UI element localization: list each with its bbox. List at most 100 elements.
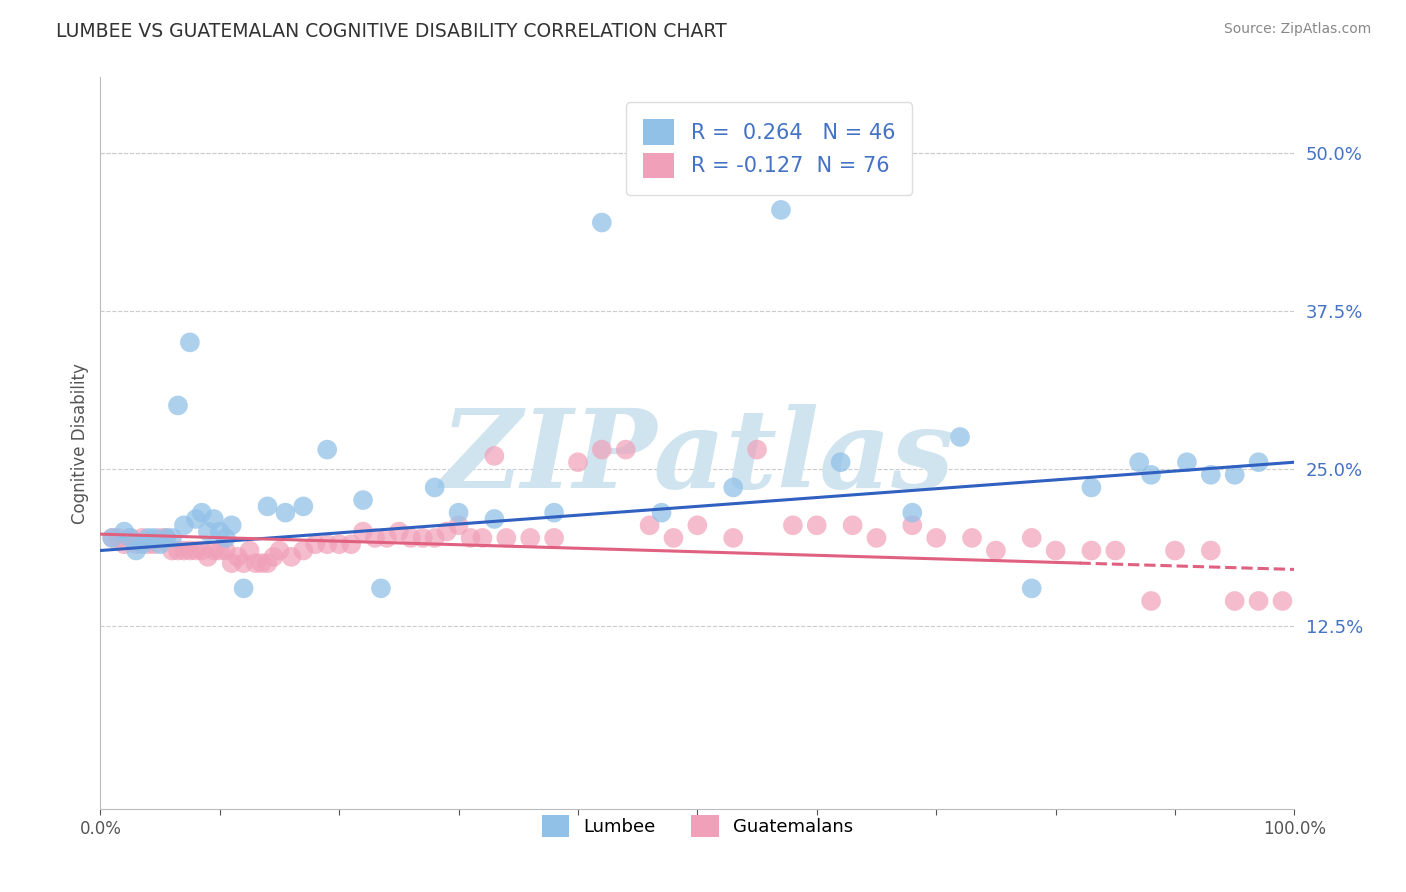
Point xyxy=(1140,467,1163,482)
Point xyxy=(173,518,195,533)
Point xyxy=(352,493,374,508)
Point xyxy=(1247,455,1270,469)
Point xyxy=(591,442,613,457)
Point xyxy=(274,506,297,520)
Point xyxy=(782,518,804,533)
Point xyxy=(662,531,685,545)
Point xyxy=(436,524,458,539)
Point xyxy=(184,512,207,526)
Point xyxy=(1223,594,1246,608)
Point xyxy=(769,202,792,217)
Point xyxy=(484,449,506,463)
Point xyxy=(543,506,565,520)
Point xyxy=(184,543,207,558)
Point xyxy=(1080,480,1102,494)
Point xyxy=(125,537,148,551)
Point xyxy=(841,518,863,533)
Point xyxy=(1175,455,1198,469)
Text: Source: ZipAtlas.com: Source: ZipAtlas.com xyxy=(1223,22,1371,37)
Point xyxy=(721,531,744,545)
Legend: Lumbee, Guatemalans: Lumbee, Guatemalans xyxy=(534,807,860,844)
Point xyxy=(280,549,302,564)
Point xyxy=(806,518,828,533)
Point xyxy=(1045,543,1067,558)
Point xyxy=(191,543,214,558)
Point xyxy=(1080,543,1102,558)
Point xyxy=(232,582,254,596)
Point xyxy=(250,556,273,570)
Point xyxy=(304,537,326,551)
Point xyxy=(686,518,709,533)
Point xyxy=(221,556,243,570)
Point xyxy=(543,531,565,545)
Point xyxy=(226,549,249,564)
Point xyxy=(101,531,124,545)
Point xyxy=(316,537,339,551)
Point xyxy=(143,537,166,551)
Point xyxy=(925,531,948,545)
Point xyxy=(112,524,135,539)
Point xyxy=(370,582,392,596)
Point xyxy=(399,531,422,545)
Point xyxy=(471,531,494,545)
Point xyxy=(136,531,159,545)
Point xyxy=(215,543,238,558)
Point xyxy=(112,537,135,551)
Point xyxy=(412,531,434,545)
Point xyxy=(1223,467,1246,482)
Point xyxy=(1128,455,1150,469)
Point xyxy=(245,556,267,570)
Point xyxy=(1021,582,1043,596)
Point xyxy=(120,531,142,545)
Point xyxy=(484,512,506,526)
Point xyxy=(143,531,166,545)
Point xyxy=(316,442,339,457)
Point xyxy=(167,543,190,558)
Point xyxy=(215,531,238,545)
Point xyxy=(191,506,214,520)
Point xyxy=(197,524,219,539)
Point xyxy=(423,480,446,494)
Point xyxy=(256,556,278,570)
Point xyxy=(328,537,350,551)
Point xyxy=(447,506,470,520)
Point xyxy=(179,543,201,558)
Point xyxy=(208,524,231,539)
Point xyxy=(984,543,1007,558)
Point xyxy=(1021,531,1043,545)
Point xyxy=(340,537,363,551)
Point xyxy=(1140,594,1163,608)
Point xyxy=(167,399,190,413)
Point xyxy=(120,531,142,545)
Point xyxy=(1247,594,1270,608)
Point xyxy=(901,506,924,520)
Point xyxy=(567,455,589,469)
Point xyxy=(208,543,231,558)
Point xyxy=(131,531,153,545)
Point xyxy=(1199,467,1222,482)
Point xyxy=(447,518,470,533)
Point xyxy=(1104,543,1126,558)
Point xyxy=(352,524,374,539)
Point xyxy=(149,537,172,551)
Point xyxy=(638,518,661,533)
Point xyxy=(651,506,673,520)
Point xyxy=(101,531,124,545)
Point xyxy=(131,537,153,551)
Point xyxy=(364,531,387,545)
Point xyxy=(495,531,517,545)
Point xyxy=(519,531,541,545)
Point xyxy=(830,455,852,469)
Point xyxy=(901,518,924,533)
Point xyxy=(591,215,613,229)
Point xyxy=(107,531,129,545)
Point xyxy=(292,500,315,514)
Point xyxy=(125,543,148,558)
Point xyxy=(960,531,983,545)
Point xyxy=(745,442,768,457)
Point xyxy=(423,531,446,545)
Point xyxy=(375,531,398,545)
Point xyxy=(179,335,201,350)
Point xyxy=(160,543,183,558)
Point xyxy=(239,543,262,558)
